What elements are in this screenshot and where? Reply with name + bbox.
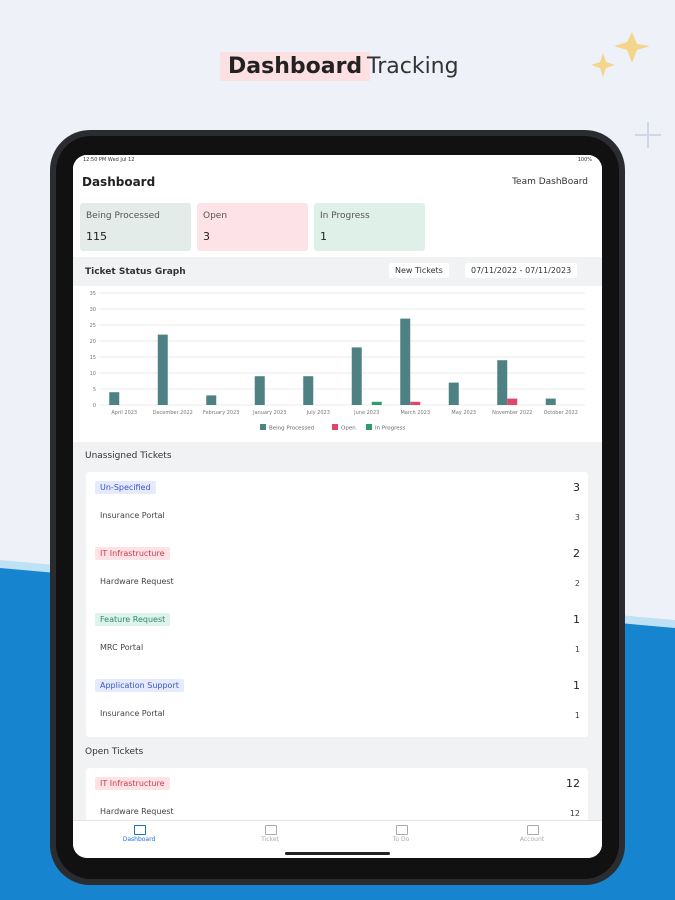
legend-swatch bbox=[366, 424, 372, 430]
bottom-nav bbox=[73, 820, 602, 858]
summary-card bbox=[197, 203, 308, 251]
x-tick-label: July 2023 bbox=[306, 410, 330, 416]
screen: 12:50 PM Wed Jul 12 100% Dashboard Team … bbox=[73, 155, 602, 858]
open-title: Open Tickets bbox=[85, 747, 144, 757]
app-title: Dashboard bbox=[82, 175, 156, 189]
nav-label[interactable]: Dashboard bbox=[122, 836, 156, 843]
category-count: 1 bbox=[573, 679, 580, 692]
home-indicator bbox=[285, 852, 390, 855]
chart: 0 5 10 15 20 25 30 35 April 2023 December 2022 Feb… bbox=[90, 291, 585, 432]
status-time: 12:50 PM Wed Jul 12 bbox=[83, 157, 135, 163]
bar bbox=[507, 398, 518, 405]
x-tick-label: June 2023 bbox=[353, 410, 379, 416]
card-count: 115 bbox=[86, 230, 107, 243]
bar bbox=[206, 395, 217, 405]
graph-filter[interactable]: New Tickets bbox=[389, 263, 449, 278]
x-tick-label: December 2022 bbox=[153, 410, 193, 416]
bar bbox=[303, 376, 314, 405]
app-bar bbox=[73, 155, 602, 199]
y-tick-label: 5 bbox=[93, 387, 96, 393]
nav-label[interactable]: Ticket bbox=[261, 836, 279, 843]
y-tick-label: 10 bbox=[90, 371, 96, 377]
legend-label: Being Processed bbox=[269, 426, 314, 432]
banner-highlight: Dashboard bbox=[220, 52, 371, 81]
item-count: 2 bbox=[574, 579, 580, 588]
nav-icon bbox=[134, 825, 146, 835]
x-tick-label: March 2023 bbox=[400, 410, 430, 416]
banner-title: Tracking bbox=[367, 54, 459, 79]
item-name: MRC Portal bbox=[100, 643, 144, 652]
team-select[interactable]: Team DashBoard bbox=[512, 177, 588, 187]
card-count: 1 bbox=[320, 230, 327, 243]
y-tick-label: 0 bbox=[93, 403, 96, 409]
item-count: 1 bbox=[574, 645, 580, 654]
summary-card bbox=[80, 203, 191, 251]
nav-label[interactable]: Account bbox=[519, 836, 545, 843]
x-tick-label: February 2023 bbox=[203, 410, 239, 416]
bar bbox=[157, 334, 168, 405]
y-tick-label: 15 bbox=[90, 355, 96, 361]
bar bbox=[545, 398, 556, 405]
open-list bbox=[86, 768, 588, 828]
bar bbox=[497, 360, 508, 405]
x-tick-label: April 2023 bbox=[111, 410, 137, 416]
bar bbox=[254, 376, 265, 405]
unassigned-list bbox=[86, 472, 588, 737]
item-count: 3 bbox=[574, 513, 580, 522]
y-tick-label: 20 bbox=[90, 339, 96, 345]
x-tick-label: November 2022 bbox=[492, 410, 532, 416]
bar bbox=[448, 382, 459, 405]
y-tick-label: 30 bbox=[90, 307, 96, 313]
graph-date[interactable]: 07/11/2022 - 07/11/2023 bbox=[465, 263, 578, 278]
y-tick-label: 35 bbox=[90, 291, 96, 297]
category-tag: Feature Request bbox=[95, 613, 171, 626]
x-tick-label: January 2023 bbox=[252, 410, 286, 416]
bar bbox=[410, 401, 421, 405]
legend-label: Open bbox=[341, 426, 356, 432]
legend-swatch bbox=[260, 424, 266, 430]
nav-label[interactable]: To Do bbox=[392, 836, 410, 843]
x-tick-label: October 2022 bbox=[544, 410, 578, 416]
bar bbox=[400, 318, 411, 405]
card-label: Open bbox=[203, 211, 228, 221]
item-name: Insurance Portal bbox=[100, 511, 165, 520]
legend-label: In Progress bbox=[375, 426, 405, 432]
status-battery: 100% bbox=[577, 157, 592, 163]
legend-swatch bbox=[332, 424, 338, 430]
item-name: Hardware Request bbox=[100, 577, 174, 586]
nav-icon bbox=[527, 825, 539, 835]
nav-icon bbox=[265, 825, 277, 835]
unassigned-title: Unassigned Tickets bbox=[85, 451, 172, 461]
category-count: 1 bbox=[573, 613, 580, 626]
item-name: Hardware Request bbox=[100, 807, 174, 816]
category-count: 3 bbox=[573, 481, 580, 494]
bar bbox=[371, 401, 382, 405]
x-tick-label: May 2023 bbox=[451, 410, 476, 416]
graph-title: Ticket Status Graph bbox=[85, 267, 186, 277]
summary-card bbox=[314, 203, 425, 251]
category-count: 2 bbox=[573, 547, 580, 560]
bar bbox=[351, 347, 362, 405]
item-count: 1 bbox=[574, 711, 580, 720]
category-tag: IT Infrastructure bbox=[95, 547, 170, 560]
category-tag: IT Infrastructure bbox=[95, 777, 170, 790]
nav-icon bbox=[396, 825, 408, 835]
item-count: 12 bbox=[569, 809, 580, 818]
bar bbox=[109, 392, 120, 405]
card-label: In Progress bbox=[320, 211, 370, 221]
category-tag: Application Support bbox=[95, 679, 184, 692]
category-count: 12 bbox=[566, 777, 580, 790]
category-tag: Un-Specified bbox=[95, 481, 156, 494]
y-tick-label: 25 bbox=[90, 323, 96, 329]
item-name: Insurance Portal bbox=[100, 709, 165, 718]
card-label: Being Processed bbox=[86, 211, 160, 221]
card-count: 3 bbox=[203, 230, 210, 243]
